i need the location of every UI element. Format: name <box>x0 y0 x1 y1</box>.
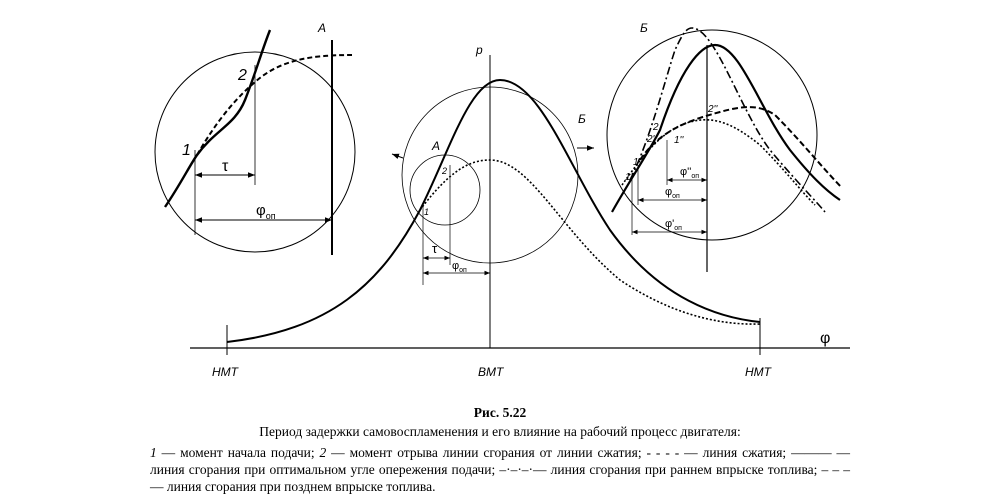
tick-label: НМТ <box>212 365 240 379</box>
legend-number: 2 <box>319 445 327 460</box>
label: τ <box>432 241 438 256</box>
label: 1'' <box>674 135 684 146</box>
label: φоп <box>665 186 680 200</box>
label: оп <box>674 225 682 232</box>
label: 1 <box>182 142 191 159</box>
label: 2 <box>237 67 247 84</box>
figure-title: Период задержки самовоспламенения и его … <box>259 424 741 439</box>
axis-label: p <box>475 43 483 57</box>
compression-curve <box>419 159 761 325</box>
label: Б <box>578 112 586 126</box>
compression-curve <box>621 118 816 206</box>
zoom-circle-a <box>409 154 481 226</box>
label: А <box>431 139 440 153</box>
label: 1' <box>625 172 634 183</box>
combustion-curve <box>226 78 761 343</box>
label: А <box>317 21 326 35</box>
label: 2' <box>646 134 656 145</box>
label: φ'оп <box>665 218 682 232</box>
label: оп <box>459 267 467 274</box>
label: φоп <box>452 260 467 274</box>
label: 1 <box>633 157 639 168</box>
legend-text: — момент отрыва линии сгорания от линии … <box>150 445 850 494</box>
legend-number: 1 <box>150 445 157 460</box>
label: 2 <box>652 122 659 133</box>
axis-label: φ <box>820 330 830 347</box>
arrow <box>391 153 404 160</box>
zoom-circle <box>401 86 579 264</box>
zoom-b-circle <box>606 29 818 241</box>
label: оп <box>672 193 680 200</box>
label: 2'' <box>707 104 718 115</box>
label: φ <box>665 186 672 198</box>
label: φ <box>256 202 266 219</box>
label: оп <box>691 173 699 180</box>
combustion-curve <box>164 29 272 208</box>
legend-text: — момент начала подачи; <box>156 445 320 460</box>
label: φ' <box>665 218 674 230</box>
label: φ'' <box>680 166 691 178</box>
optimal-curve <box>611 43 841 213</box>
tick-label: ВМТ <box>478 365 505 379</box>
label: φоп <box>256 202 276 221</box>
label: φ <box>452 260 459 272</box>
early-curve <box>629 27 826 213</box>
label: τ <box>222 158 229 175</box>
zoom-a-circle <box>154 51 356 253</box>
compression-curve <box>196 54 353 156</box>
diagram: p φ НМТ ВМТ НМТ А Б 1 2 τ φоп А 1 2 τ φо… <box>154 21 850 379</box>
legend: 1 — момент начала подачи; 2 — момент отр… <box>150 444 850 495</box>
label: оп <box>266 211 276 221</box>
label: 1 <box>424 207 429 217</box>
label: φ''оп <box>680 166 699 180</box>
tick-label: НМТ <box>745 365 773 379</box>
label: 2 <box>441 166 447 176</box>
label: Б <box>640 21 648 35</box>
figure-number: Рис. 5.22 <box>473 405 527 420</box>
